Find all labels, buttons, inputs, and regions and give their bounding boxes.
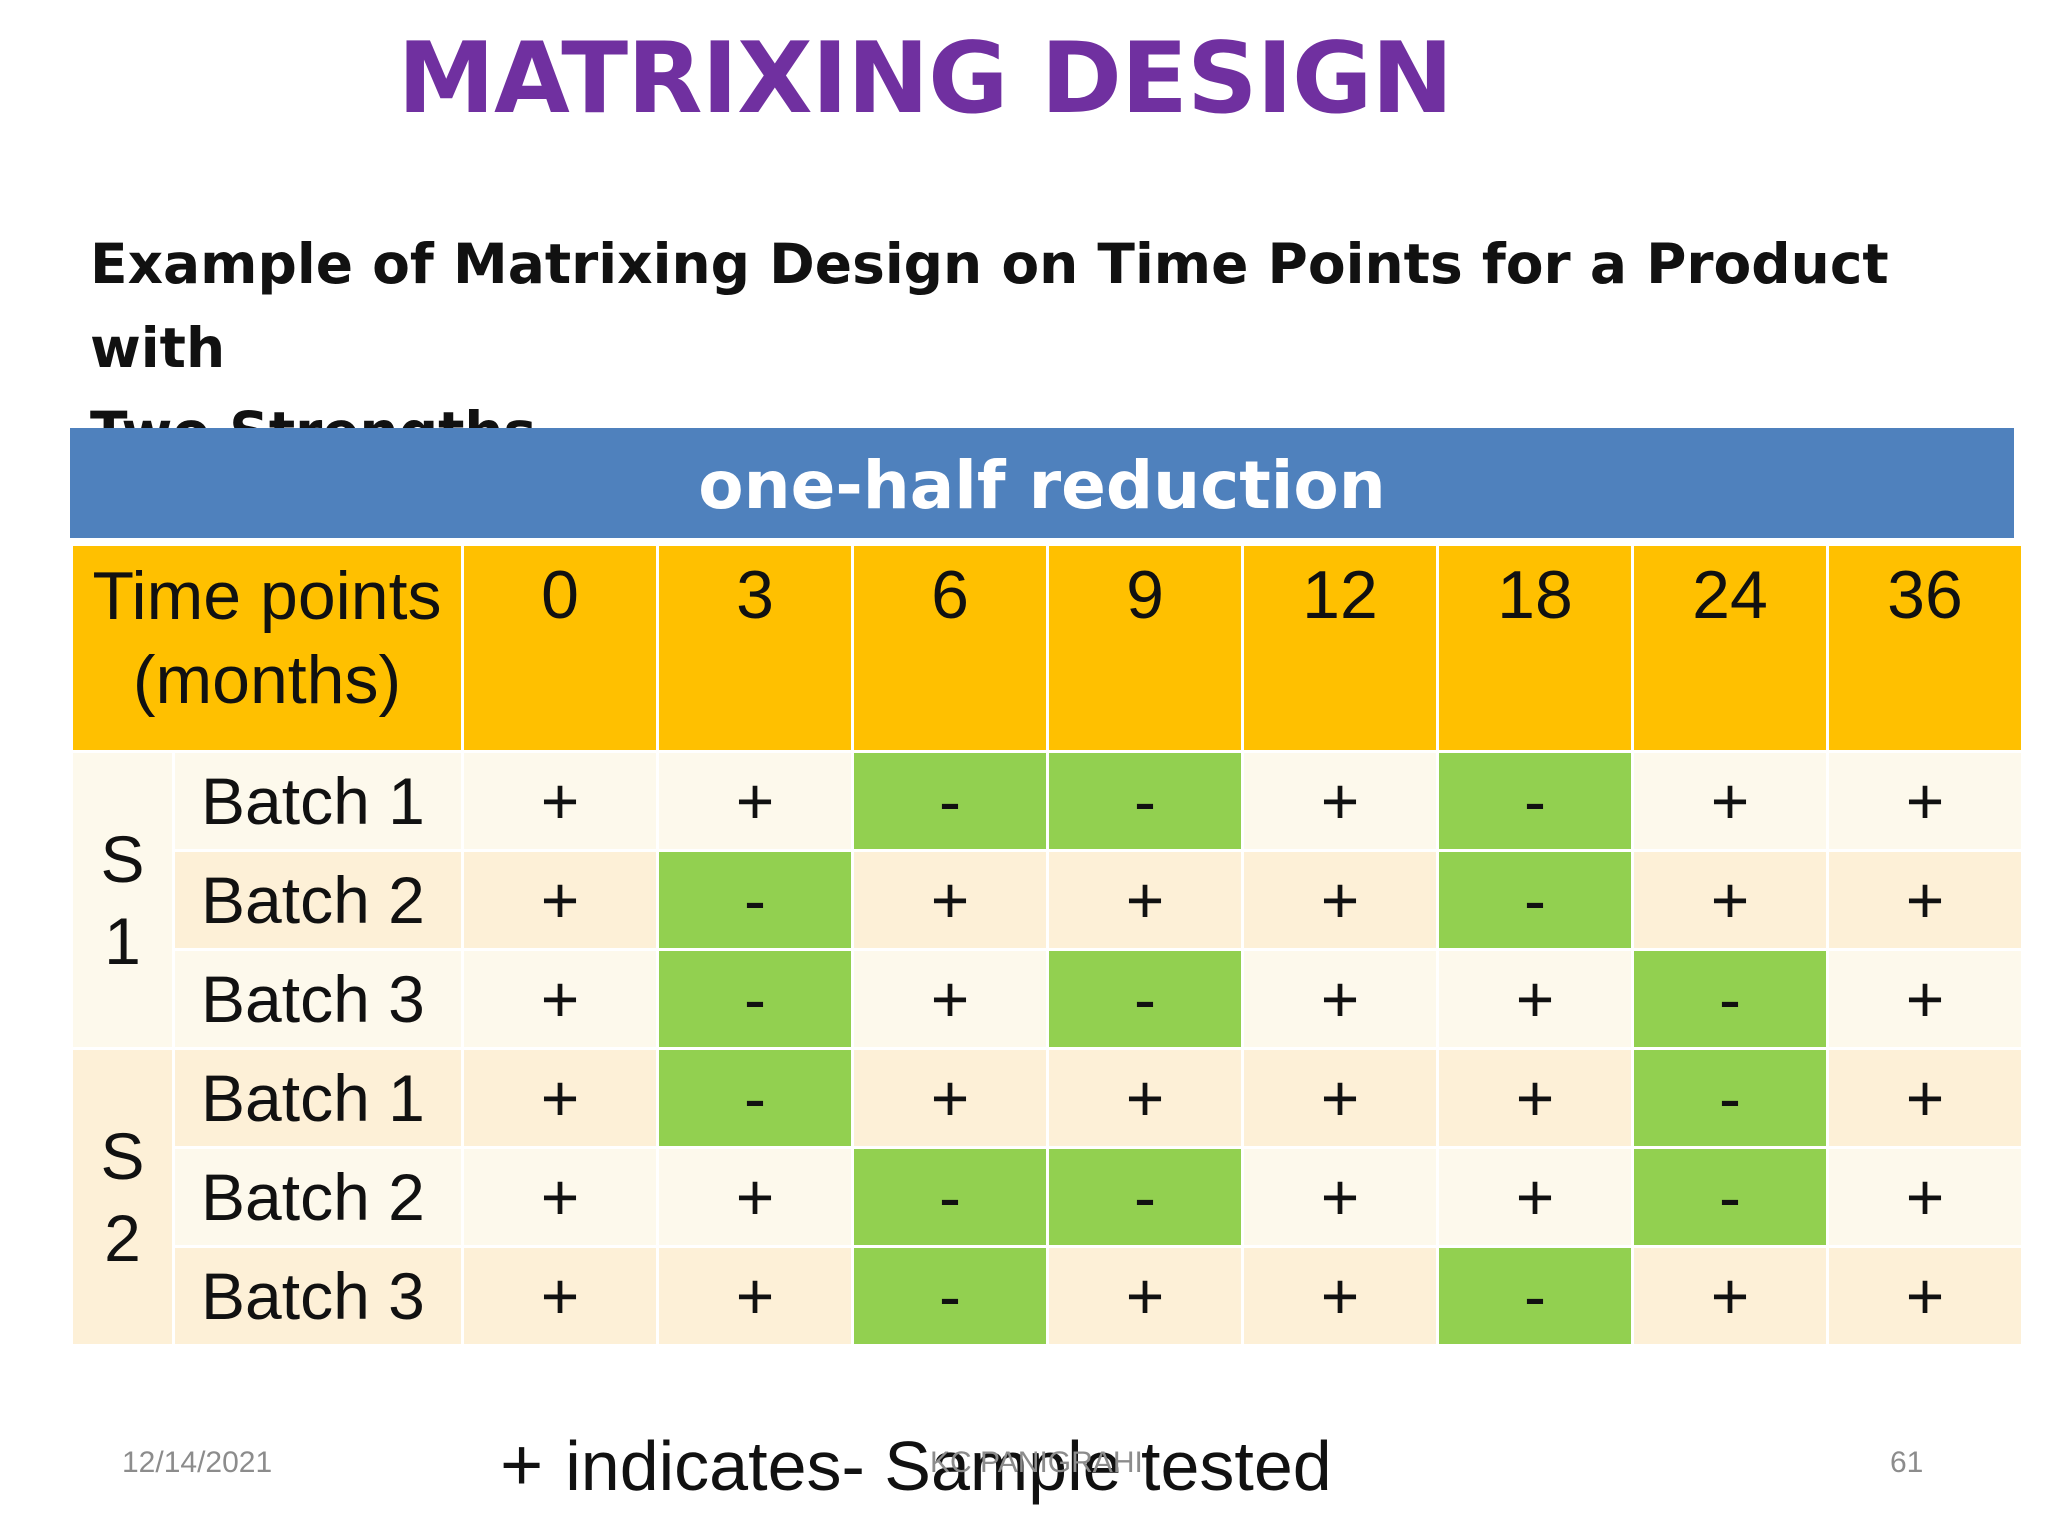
tested-cell: +	[1631, 849, 1829, 951]
strength-label-number: 2	[104, 1201, 141, 1275]
tested-cell: +	[851, 849, 1049, 951]
batch-label: Batch 3	[172, 948, 464, 1050]
time-point-header: 36	[1826, 543, 2024, 753]
tested-cell: +	[1046, 1047, 1244, 1149]
tested-cell: +	[1046, 849, 1244, 951]
strength-label-number: 1	[104, 904, 141, 978]
not-tested-cell: -	[1631, 1146, 1829, 1248]
not-tested-cell: -	[1046, 750, 1244, 852]
not-tested-cell: -	[1631, 948, 1829, 1050]
time-point-header: 9	[1046, 543, 1244, 753]
tested-cell: +	[461, 750, 659, 852]
tested-cell: +	[461, 948, 659, 1050]
not-tested-cell: -	[851, 1146, 1049, 1248]
not-tested-cell: -	[1046, 1146, 1244, 1248]
tested-cell: +	[461, 1245, 659, 1347]
tested-cell: +	[461, 1146, 659, 1248]
tested-cell: +	[1631, 1245, 1829, 1347]
tested-cell: +	[1631, 750, 1829, 852]
tested-cell: +	[1826, 750, 2024, 852]
not-tested-cell: -	[851, 750, 1049, 852]
time-point-header: 12	[1241, 543, 1439, 753]
footer-date: 12/14/2021	[122, 1446, 273, 1479]
tested-cell: +	[1826, 948, 2024, 1050]
time-point-header: 6	[851, 543, 1049, 753]
not-tested-cell: -	[1436, 750, 1634, 852]
not-tested-cell: -	[851, 1245, 1049, 1347]
tested-cell: +	[461, 1047, 659, 1149]
time-point-header: 0	[461, 543, 659, 753]
tested-cell: +	[851, 1047, 1049, 1149]
legend-text: indicates- Sample tested	[565, 1427, 1332, 1505]
tested-cell: +	[1436, 948, 1634, 1050]
batch-label: Batch 3	[172, 1245, 464, 1347]
batch-label: Batch 2	[172, 849, 464, 951]
tested-cell: +	[656, 1245, 854, 1347]
slide-title: MATRIXING DESIGN	[397, 22, 1454, 136]
batch-row: Batch 2 + + - - + + - +	[72, 1146, 2024, 1248]
batch-row: S 2 Batch 1 + - + + + + - +	[70, 1047, 2024, 1347]
time-points-label-line-1: Time points	[92, 558, 442, 634]
legend-plus-symbol: +	[500, 1423, 544, 1506]
time-points-label: Time points (months)	[70, 543, 464, 753]
not-tested-cell: -	[1631, 1047, 1829, 1149]
batch-row: Batch 3 + + - + + - + +	[72, 1245, 2024, 1347]
tested-cell: +	[851, 948, 1049, 1050]
tested-cell: +	[461, 849, 659, 951]
strength-label-letter: S	[100, 1119, 145, 1193]
time-points-label-line-2: (months)	[132, 642, 402, 718]
tested-cell: +	[1241, 1047, 1439, 1149]
tested-cell: +	[1241, 750, 1439, 852]
tested-cell: +	[1436, 1146, 1634, 1248]
batch-row: Batch 3 + - + - + + - +	[72, 948, 2024, 1050]
table-banner: one-half reduction	[70, 428, 2014, 538]
strength-label-letter: S	[100, 822, 145, 896]
not-tested-cell: -	[1436, 1245, 1634, 1347]
tested-cell: +	[1241, 849, 1439, 951]
tested-cell: +	[1241, 1245, 1439, 1347]
tested-cell: +	[1826, 1047, 2024, 1149]
not-tested-cell: -	[1046, 948, 1244, 1050]
tested-cell: +	[1826, 1146, 2024, 1248]
time-point-header: 18	[1436, 543, 1634, 753]
tested-cell: +	[1436, 1047, 1634, 1149]
tested-cell: +	[1241, 1146, 1439, 1248]
legend-note: + indicates- Sample tested	[500, 1420, 1332, 1511]
matrixing-table: Time points (months) 0 3 6 9 12 18 24 36…	[70, 543, 2024, 1347]
tested-cell: +	[1046, 1245, 1244, 1347]
tested-cell: +	[1241, 948, 1439, 1050]
batch-row: Batch 2 + - + + + - + +	[72, 849, 2024, 951]
not-tested-cell: -	[1436, 849, 1634, 951]
not-tested-cell: -	[656, 948, 854, 1050]
tested-cell: +	[656, 1146, 854, 1248]
tested-cell: +	[656, 750, 854, 852]
time-point-header: 3	[656, 543, 854, 753]
footer-page-number: 61	[1890, 1446, 1924, 1479]
tested-cell: +	[1826, 849, 2024, 951]
subtitle-line-1: Example of Matrixing Design on Time Poin…	[90, 232, 1889, 380]
footer-author: KC PANIGRAHI	[930, 1446, 1143, 1479]
header-row: Time points (months) 0 3 6 9 12 18 24 36	[70, 543, 2024, 753]
batch-row: S 1 Batch 1 + + - - + - + +	[70, 750, 2024, 1050]
not-tested-cell: -	[656, 1047, 854, 1149]
tested-cell: +	[1826, 1245, 2024, 1347]
batch-label: Batch 1	[172, 750, 464, 852]
batch-label: Batch 2	[172, 1146, 464, 1248]
batch-label: Batch 1	[172, 1047, 464, 1149]
not-tested-cell: -	[656, 849, 854, 951]
time-point-header: 24	[1631, 543, 1829, 753]
